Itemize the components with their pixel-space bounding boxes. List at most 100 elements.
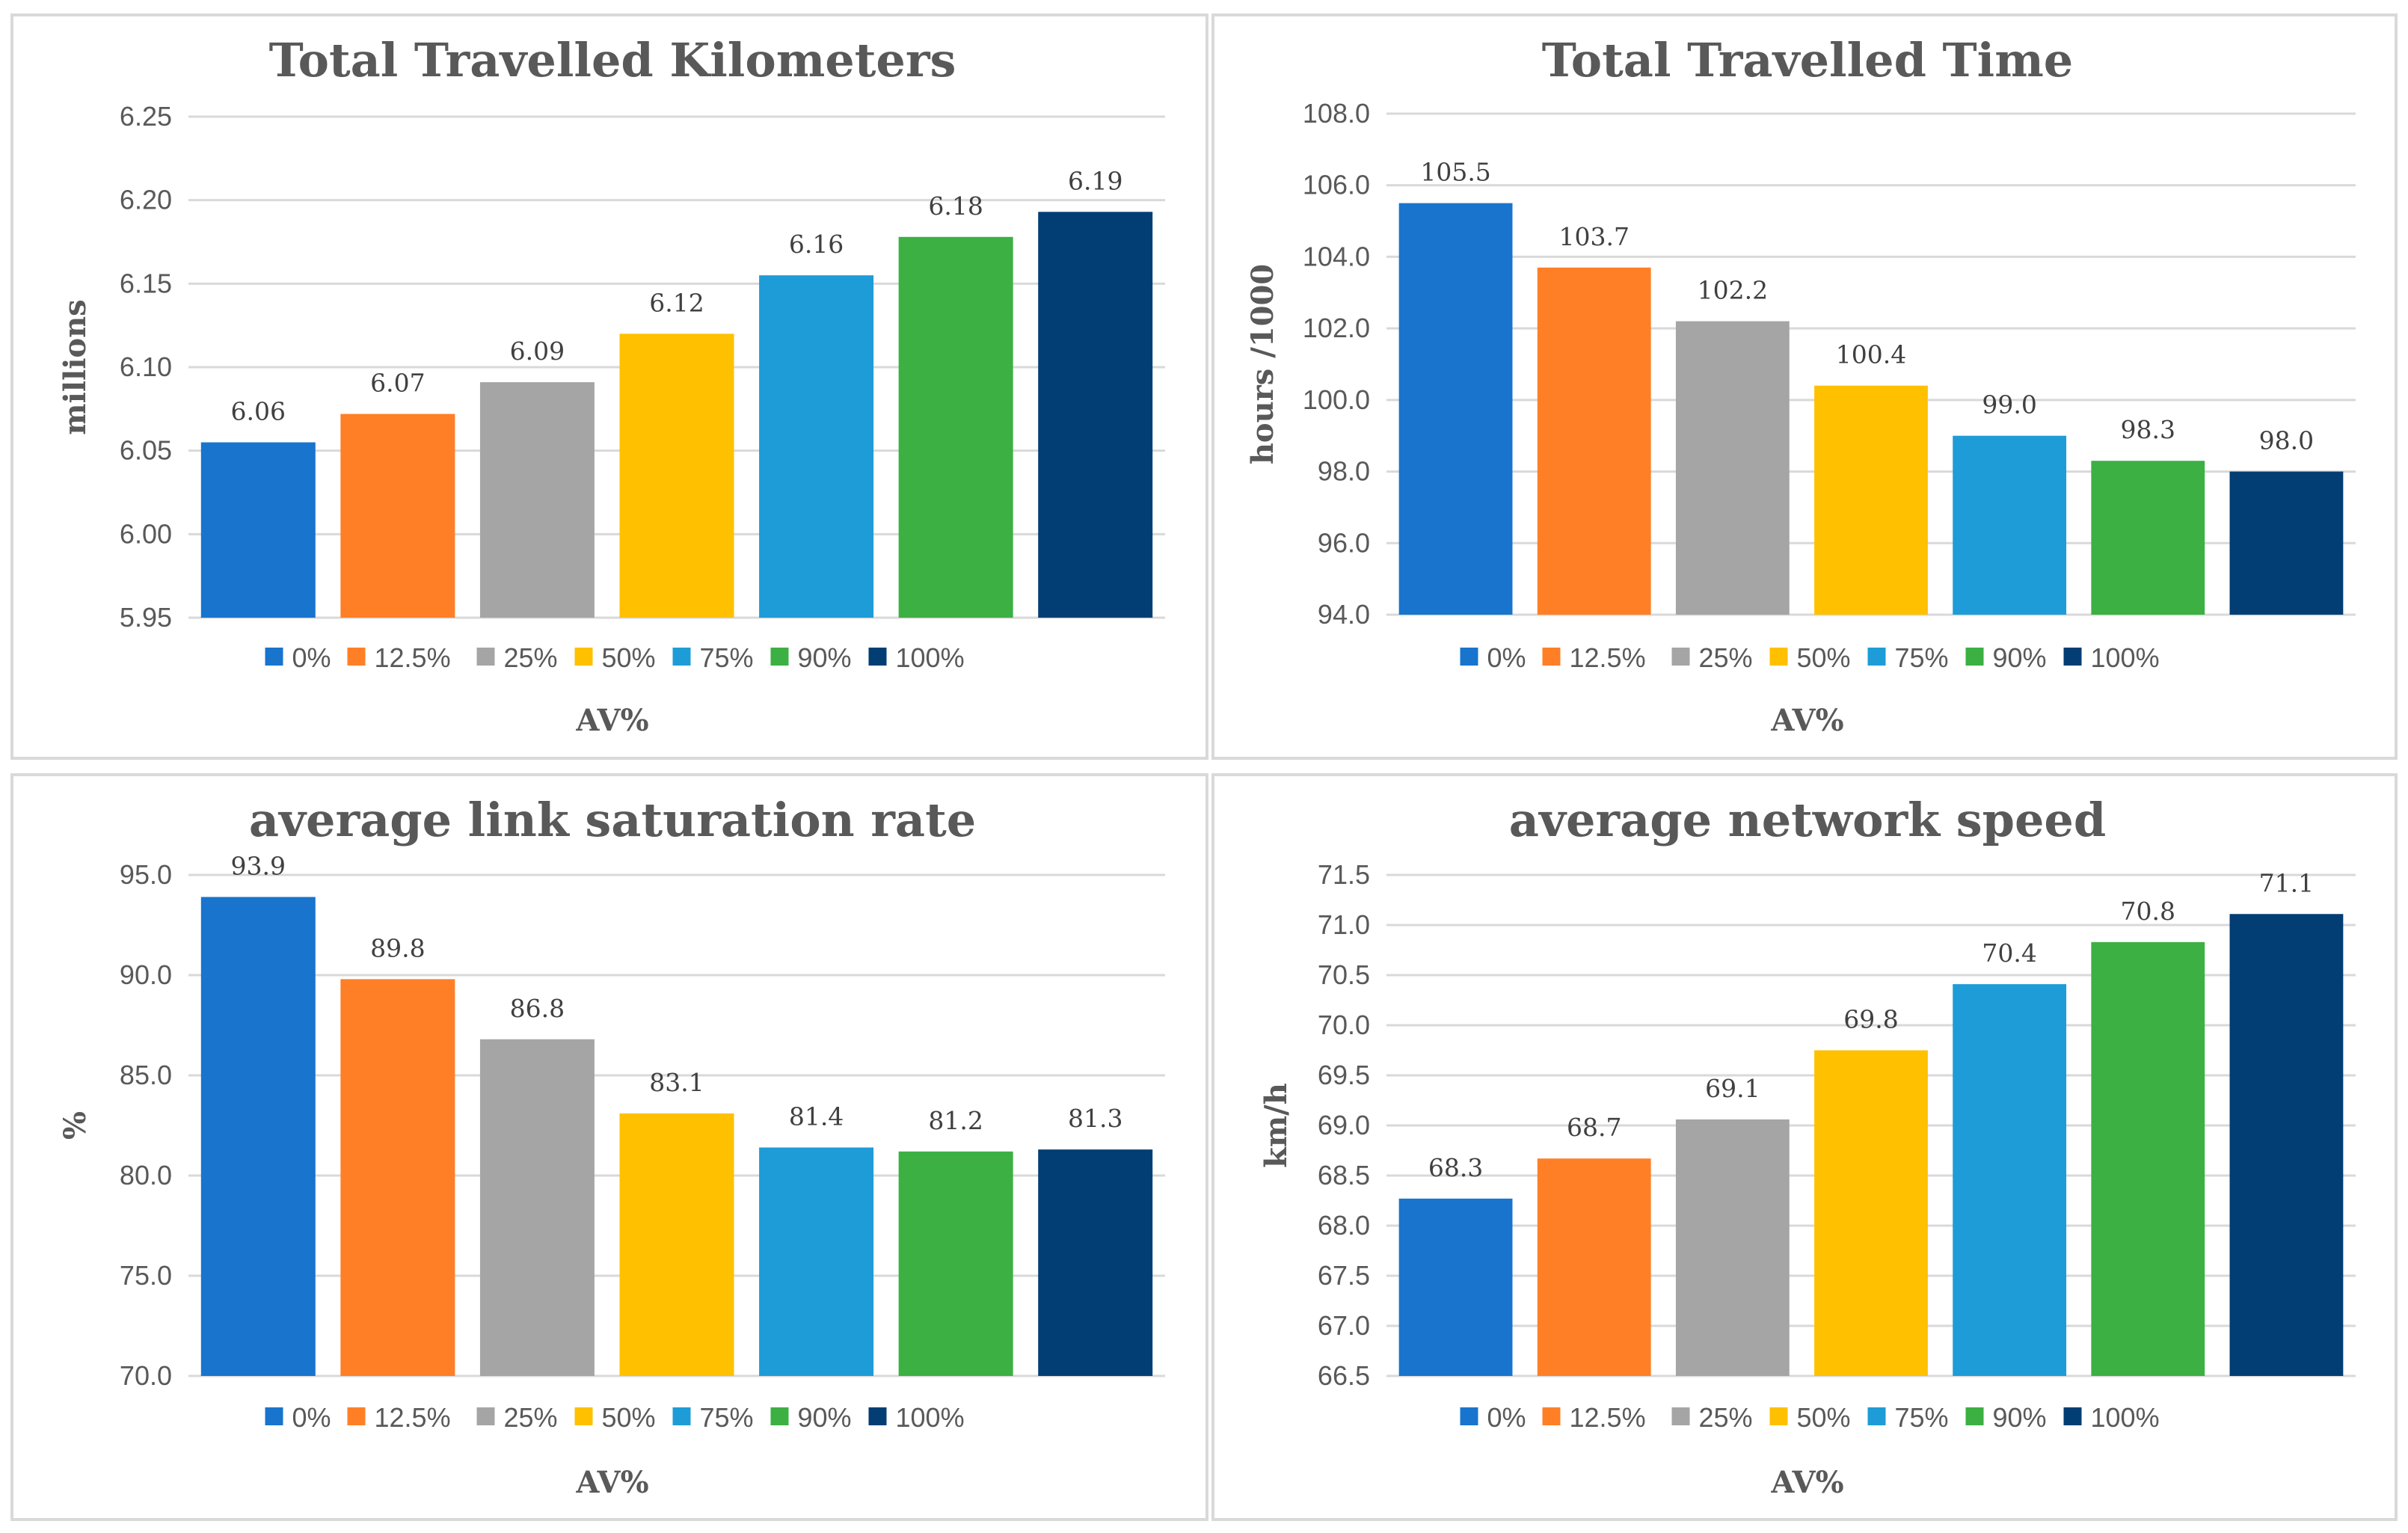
- legend-label-50pct: 50%: [602, 1402, 656, 1433]
- legend-label-25pct: 25%: [1699, 642, 1753, 673]
- y-tick-label: 95.0: [120, 859, 172, 890]
- legend-swatch-100pct: [2063, 648, 2082, 666]
- y-tick-label: 94.0: [1318, 599, 1370, 630]
- legend-label-50pct: 50%: [602, 642, 656, 673]
- legend-swatch-75pct: [1867, 1407, 1886, 1425]
- data-label-75pct: 99.0: [1982, 390, 2036, 420]
- bar-0pct: [1398, 203, 1513, 615]
- legend-label-12-5pct: 12.5%: [1570, 642, 1646, 673]
- legend-swatch-25pct: [1671, 648, 1690, 666]
- chart-panel-total-travelled-kilometers: Total Travelled Kilometers 5.95 6.00 6.05 6.…: [10, 13, 1208, 760]
- x-axis-title: AV%: [575, 1465, 648, 1500]
- bar-12-5pct: [1537, 1158, 1651, 1376]
- chart-panel-average-link-saturation-rate: average link saturation rate 70.0 75.0 80.0…: [10, 773, 1208, 1521]
- bar-12-5pct: [340, 414, 455, 618]
- legend-swatch-75pct: [672, 648, 691, 666]
- legend-swatch-90pct: [770, 648, 789, 666]
- y-tick-label: 69.5: [1318, 1060, 1370, 1090]
- legend-swatch-90pct: [1965, 1407, 1984, 1425]
- y-tick-label: 67.0: [1318, 1310, 1370, 1341]
- legend-label-0pct: 0%: [1487, 1402, 1526, 1433]
- y-tick-label: 75.0: [120, 1260, 172, 1291]
- legend-swatch-100pct: [2063, 1407, 2082, 1425]
- bar-100pct: [2229, 471, 2344, 615]
- chart-svg: Total Travelled Time 94.0 96.0 98.0 100.0 102…: [1245, 33, 2356, 738]
- legend-label-25pct: 25%: [504, 1402, 558, 1433]
- bar-75pct: [759, 275, 874, 618]
- legend-label-100pct: 100%: [896, 1402, 965, 1433]
- bar-100pct: [2229, 914, 2344, 1376]
- legend-swatch-25pct: [476, 1407, 495, 1425]
- chart-title: Total Travelled Time: [1542, 33, 2074, 87]
- legend-swatch-12-5pct: [347, 648, 366, 666]
- x-axis-title: AV%: [1770, 703, 1843, 738]
- y-axis-title: %: [58, 1111, 93, 1140]
- y-tick-label: 71.5: [1318, 859, 1370, 890]
- bar-90pct: [2091, 941, 2205, 1376]
- data-label-25pct: 6.09: [510, 337, 565, 366]
- chart-svg: average link saturation rate 70.0 75.0 80.0…: [58, 793, 1165, 1500]
- data-label-75pct: 81.4: [789, 1102, 844, 1131]
- y-tick-label: 5.95: [120, 602, 172, 633]
- legend-swatch-90pct: [1965, 648, 1984, 666]
- y-tick-label: 98.0: [1318, 456, 1370, 487]
- legend-label-0pct: 0%: [292, 642, 331, 673]
- legend-swatch-0pct: [1460, 648, 1478, 666]
- data-label-12-5pct: 89.8: [370, 933, 425, 962]
- y-tick-label: 68.0: [1318, 1210, 1370, 1241]
- data-label-50pct: 69.8: [1843, 1005, 1898, 1034]
- legend-swatch-0pct: [265, 1407, 283, 1425]
- data-label-90pct: 98.3: [2121, 415, 2175, 444]
- legend-swatch-100pct: [868, 1407, 887, 1425]
- legend-label-25pct: 25%: [1699, 1402, 1753, 1433]
- legend-label-75pct: 75%: [1895, 1402, 1949, 1433]
- data-label-50pct: 100.4: [1836, 340, 1906, 369]
- y-tick-label: 70.0: [120, 1360, 172, 1391]
- legend-label-100pct: 100%: [2091, 1402, 2160, 1433]
- legend-swatch-0pct: [1460, 1407, 1478, 1425]
- data-label-75pct: 70.4: [1982, 938, 2036, 968]
- bar-25pct: [1675, 321, 1790, 615]
- legend-label-12-5pct: 12.5%: [375, 642, 451, 673]
- y-tick-label: 80.0: [120, 1160, 172, 1191]
- bar-100pct: [1038, 1149, 1153, 1376]
- y-tick-label: 6.10: [120, 351, 172, 382]
- bar-0pct: [200, 442, 316, 618]
- y-tick-label: 6.00: [120, 518, 172, 549]
- y-tick-label: 6.05: [120, 435, 172, 466]
- y-tick-label: 96.0: [1318, 527, 1370, 558]
- legend-swatch-25pct: [1671, 1407, 1690, 1425]
- data-label-90pct: 6.18: [928, 191, 983, 221]
- data-label-100pct: 98.0: [2259, 426, 2314, 455]
- data-label-0pct: 105.5: [1420, 158, 1490, 187]
- bar-12-5pct: [1537, 267, 1651, 615]
- legend-label-25pct: 25%: [504, 642, 558, 673]
- y-tick-label: 67.5: [1318, 1260, 1370, 1291]
- chart-panel-average-network-speed: average network speed 66.5 67.0 67.5 68.0 68.…: [1211, 773, 2398, 1521]
- y-tick-label: 69.0: [1318, 1110, 1370, 1140]
- chart-title: Total Travelled Kilometers: [269, 33, 956, 87]
- bar-50pct: [1814, 385, 1928, 615]
- y-tick-label: 70.5: [1318, 959, 1370, 990]
- legend-swatch-25pct: [476, 648, 495, 666]
- bar-25pct: [479, 1039, 595, 1376]
- y-tick-label: 71.0: [1318, 909, 1370, 940]
- chart-svg: Total Travelled Kilometers 5.95 6.00 6.05 6.…: [58, 33, 1165, 738]
- data-label-90pct: 81.2: [928, 1106, 983, 1135]
- y-tick-label: 90.0: [120, 959, 172, 990]
- bar-0pct: [200, 897, 316, 1376]
- y-tick-label: 68.5: [1318, 1160, 1370, 1191]
- legend: 0% 12.5% 25% 50% 75% 90% 100%: [1460, 1402, 2160, 1433]
- bar-50pct: [619, 1113, 734, 1376]
- legend-swatch-12-5pct: [1542, 1407, 1561, 1425]
- legend-swatch-90pct: [770, 1407, 789, 1425]
- data-label-75pct: 6.16: [789, 230, 844, 259]
- legend-swatch-50pct: [574, 1407, 593, 1425]
- data-label-50pct: 83.1: [649, 1068, 704, 1097]
- legend-label-0pct: 0%: [1487, 642, 1526, 673]
- x-axis-title: AV%: [575, 703, 648, 738]
- legend-label-0pct: 0%: [292, 1402, 331, 1433]
- data-label-12-5pct: 68.7: [1567, 1113, 1621, 1142]
- data-label-90pct: 70.8: [2121, 897, 2175, 926]
- legend-label-75pct: 75%: [700, 642, 754, 673]
